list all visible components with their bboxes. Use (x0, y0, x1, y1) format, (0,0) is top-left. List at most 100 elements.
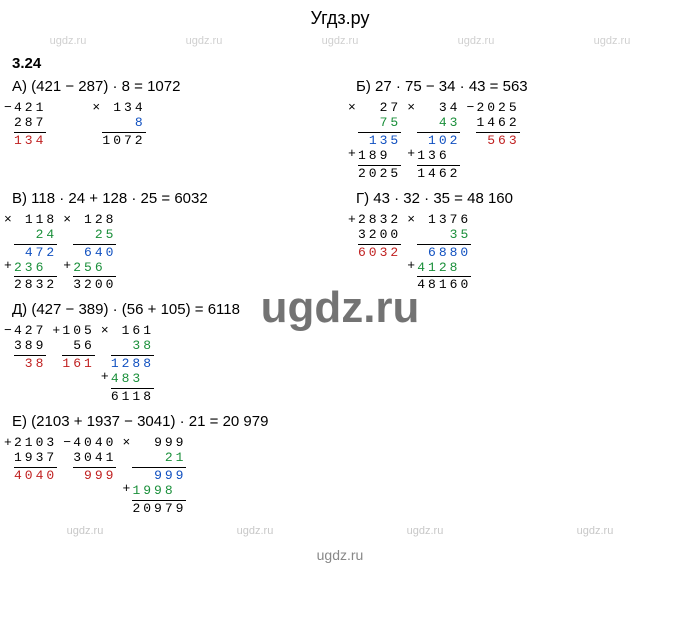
site-header: Угдз.ру (0, 0, 680, 33)
eq-B: Б) 27 · 75 − 34 · 43 = 563 (356, 78, 680, 95)
expr-V: 118 · 24 + 128 · 25 = 6032 (31, 190, 208, 207)
calc-line: 118 (14, 213, 57, 228)
problem-A: А) (421 − 287) · 8 = 1072 − 421 287 134 … (12, 78, 336, 184)
calc-E3: × 999 21 + 999 1998 20979 (130, 434, 188, 519)
calc-line: 287 (14, 116, 46, 131)
calc-line: 640 (73, 246, 116, 261)
calc-line: 161 (111, 324, 154, 339)
calc-D1: − 427 389 38 (12, 322, 48, 374)
wm: ugdz.ru (272, 35, 408, 47)
op: × (348, 101, 356, 116)
calc-result: 2832 (14, 278, 57, 293)
op: × (4, 213, 12, 228)
calc-result: 999 (73, 469, 116, 484)
problem-B: Б) 27 · 75 − 34 · 43 = 563 × 27 75 + 135… (356, 78, 680, 184)
calc-B3: − 2025 1462 563 (474, 99, 521, 151)
op: + (122, 482, 130, 497)
content-area: ugdz.ru А) (421 − 287) · 8 = 1072 − 421 … (0, 78, 680, 539)
calc-result: 38 (14, 357, 46, 372)
op: × (101, 324, 109, 339)
expr-A: (421 − 287) · 8 = 1072 (31, 78, 180, 95)
expr-E: (2103 + 1937 − 3041) · 21 = 20 979 (31, 413, 268, 430)
problem-D: Д) (427 − 389) · (56 + 105) = 6118 − 427… (12, 301, 680, 407)
problem-row-1: А) (421 − 287) · 8 = 1072 − 421 287 134 … (0, 78, 680, 184)
calc-line: 1376 (417, 213, 471, 228)
calc-line: 6880 (417, 246, 471, 261)
calc-line: 25 (73, 228, 116, 243)
eq-A: А) (421 − 287) · 8 = 1072 (12, 78, 336, 95)
label-V: В) (12, 190, 27, 207)
op: + (348, 213, 356, 228)
calc-line: 34 (417, 101, 460, 116)
calc-line: 999 (132, 436, 186, 451)
eq-G: Г) 43 · 32 · 35 = 48 160 (356, 190, 680, 207)
op: − (466, 101, 474, 116)
wm: ugdz.ru (0, 525, 170, 537)
calc-D3: × 161 38 + 1288 483 6118 (109, 322, 156, 407)
footer-watermark: ugdz.ru (0, 547, 680, 563)
calc-line: 189 (358, 148, 390, 163)
problem-E: Е) (2103 + 1937 − 3041) · 21 = 20 979 + … (12, 413, 680, 519)
op: − (4, 324, 12, 339)
eq-E: Е) (2103 + 1937 − 3041) · 21 = 20 979 (12, 413, 680, 430)
calc-line: 136 (417, 148, 449, 163)
calc-result: 20979 (132, 502, 186, 517)
calc-line: 483 (111, 371, 143, 386)
problem-V: В) 118 · 24 + 128 · 25 = 6032 × 118 24 +… (12, 190, 336, 296)
calc-line: 43 (417, 116, 460, 131)
calc-line: 24 (14, 228, 57, 243)
label-B: Б) (356, 78, 371, 95)
expr-D: (427 − 389) · (56 + 105) = 6118 (31, 301, 240, 318)
wm: ugdz.ru (136, 35, 272, 47)
calc-result: 6032 (358, 246, 401, 261)
wm: ugdz.ru (0, 35, 136, 47)
calc-line: 1998 (132, 483, 175, 498)
calc-line: 8 (102, 116, 145, 131)
op: + (63, 259, 71, 274)
calc-line: 21 (132, 451, 186, 466)
calc-result: 134 (14, 134, 46, 149)
wm: ugdz.ru (408, 35, 544, 47)
calc-G1b: + 2832 3200 6032 (356, 211, 403, 263)
calc-line: 27 (358, 101, 401, 116)
wm: ugdz.ru (544, 35, 680, 47)
calc-line: 3200 (358, 228, 401, 243)
op: + (348, 147, 356, 162)
calc-A2: × 134 8 1072 (100, 99, 147, 151)
calc-result: 3200 (73, 278, 116, 293)
calc-G2: × 1376 35 + 6880 4128 48160 (415, 211, 473, 296)
calc-line: 1288 (111, 357, 154, 372)
calc-line: 105 (62, 324, 94, 339)
watermark-row-mid: ugdz.ru ugdz.ru ugdz.ru ugdz.ru (0, 523, 680, 539)
op: × (92, 101, 100, 116)
calc-A1: − 421 287 134 (12, 99, 48, 151)
op: + (407, 259, 415, 274)
label-D: Д) (12, 301, 27, 318)
calc-B2: × 34 43 + 102 136 1462 (415, 99, 462, 184)
calc-result: 1462 (417, 167, 460, 182)
calc-line: 2025 (476, 101, 519, 116)
op: + (101, 370, 109, 385)
calc-V2: × 128 25 + 640 256 3200 (71, 211, 118, 296)
op: − (4, 101, 12, 116)
calc-line: 2103 (14, 436, 57, 451)
calc-E2: − 4040 3041 999 (71, 434, 118, 486)
calc-line: 134 (102, 101, 145, 116)
wm: ugdz.ru (170, 525, 340, 537)
calc-result: 563 (476, 134, 519, 149)
expr-G: 43 · 32 · 35 = 48 160 (373, 190, 513, 207)
calc-line: 1462 (476, 116, 519, 131)
calc-result: 2025 (358, 167, 401, 182)
calc-V1: × 118 24 + 472 236 2832 (12, 211, 59, 296)
calc-line: 389 (14, 339, 46, 354)
label-A: А) (12, 78, 27, 95)
op: + (4, 436, 12, 451)
op: + (407, 147, 415, 162)
problem-row-2: В) 118 · 24 + 128 · 25 = 6032 × 118 24 +… (0, 190, 680, 296)
calc-E1: + 2103 1937 4040 (12, 434, 59, 486)
op: + (52, 324, 60, 339)
calc-line: 421 (14, 101, 46, 116)
op: + (4, 259, 12, 274)
calc-line: 102 (417, 134, 460, 149)
calc-line: 2832 (358, 213, 401, 228)
